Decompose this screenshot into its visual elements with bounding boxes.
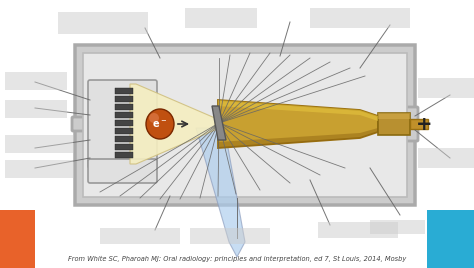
Text: e$^-$: e$^-$	[153, 120, 167, 131]
Polygon shape	[196, 120, 245, 257]
Bar	[370, 220, 425, 234]
Text: From White SC, Pharoah MJ: Oral radiology: principles and interpretation, ed 7, : From White SC, Pharoah MJ: Oral radiolog…	[68, 256, 406, 262]
Bar	[115, 152, 133, 158]
FancyBboxPatch shape	[83, 53, 407, 197]
Bar	[115, 112, 133, 118]
Bar	[190, 228, 270, 244]
Polygon shape	[212, 106, 226, 140]
Polygon shape	[410, 119, 428, 129]
Bar	[115, 144, 133, 150]
Bar	[115, 128, 133, 134]
Text: +: +	[416, 115, 432, 134]
Bar	[310, 8, 410, 28]
Bar	[100, 228, 180, 244]
Bar	[58, 12, 148, 34]
FancyBboxPatch shape	[75, 45, 415, 205]
FancyBboxPatch shape	[396, 107, 418, 141]
Polygon shape	[378, 113, 410, 135]
Bar	[378, 113, 410, 119]
Bar	[115, 88, 133, 94]
Bar	[115, 96, 133, 102]
Bar	[115, 120, 133, 126]
Bar	[418, 78, 474, 98]
Bar	[115, 104, 133, 110]
Bar	[5, 135, 73, 153]
Bar	[427, 210, 474, 268]
Bar	[5, 160, 73, 178]
FancyBboxPatch shape	[88, 159, 157, 183]
Bar	[318, 222, 398, 238]
Polygon shape	[218, 100, 378, 148]
Bar	[418, 148, 474, 168]
Bar	[5, 72, 67, 90]
FancyBboxPatch shape	[88, 80, 157, 168]
Bar	[0, 210, 35, 268]
Bar	[185, 8, 257, 28]
Bar	[115, 136, 133, 142]
Polygon shape	[218, 100, 378, 121]
FancyBboxPatch shape	[72, 117, 94, 131]
Ellipse shape	[146, 109, 174, 139]
Bar	[5, 100, 67, 118]
Ellipse shape	[149, 113, 159, 123]
Polygon shape	[130, 84, 215, 164]
Polygon shape	[218, 128, 378, 148]
